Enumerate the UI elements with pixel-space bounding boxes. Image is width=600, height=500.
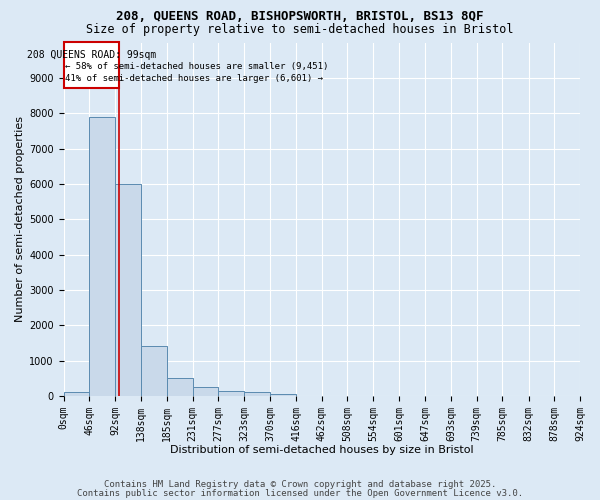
Bar	[89, 116, 115, 396]
Bar	[140, 346, 167, 396]
Bar	[218, 390, 244, 396]
Bar	[64, 392, 89, 396]
Text: 208, QUEENS ROAD, BISHOPSWORTH, BRISTOL, BS13 8QF: 208, QUEENS ROAD, BISHOPSWORTH, BRISTOL,…	[116, 10, 484, 23]
Bar	[64, 42, 119, 88]
X-axis label: Distribution of semi-detached houses by size in Bristol: Distribution of semi-detached houses by …	[170, 445, 473, 455]
Text: Size of property relative to semi-detached houses in Bristol: Size of property relative to semi-detach…	[86, 22, 514, 36]
Text: 208 QUEENS ROAD: 99sqm: 208 QUEENS ROAD: 99sqm	[26, 50, 156, 59]
Bar	[167, 378, 193, 396]
Y-axis label: Number of semi-detached properties: Number of semi-detached properties	[15, 116, 25, 322]
Text: 41% of semi-detached houses are larger (6,601) →: 41% of semi-detached houses are larger (…	[65, 74, 323, 84]
Bar	[115, 184, 140, 396]
Text: Contains public sector information licensed under the Open Government Licence v3: Contains public sector information licen…	[77, 490, 523, 498]
Bar	[193, 387, 218, 396]
Bar	[244, 392, 271, 396]
Bar	[271, 394, 296, 396]
Text: Contains HM Land Registry data © Crown copyright and database right 2025.: Contains HM Land Registry data © Crown c…	[104, 480, 496, 489]
Text: ← 58% of semi-detached houses are smaller (9,451): ← 58% of semi-detached houses are smalle…	[65, 62, 328, 71]
